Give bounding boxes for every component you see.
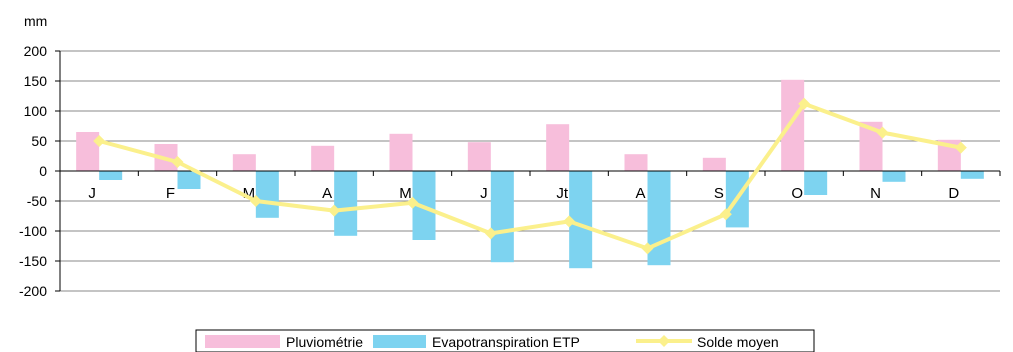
bar-pluviometrie <box>76 132 100 171</box>
point-solde-moyen <box>876 126 889 139</box>
bar-evapotranspiration <box>647 171 671 266</box>
y-tick-label: -200 <box>19 283 47 299</box>
y-tick-label: -100 <box>19 223 47 239</box>
x-tick-label: A <box>635 185 645 202</box>
legend-swatch-pluviometrie <box>205 335 280 348</box>
line-solde-moyen <box>98 101 962 251</box>
legend-swatch-evapotranspiration <box>373 335 426 348</box>
legend-label-evapotranspiration: Evapotranspiration ETP <box>432 334 580 350</box>
bar-pluviometrie <box>232 154 256 171</box>
y-tick-label: -50 <box>27 193 47 209</box>
bar-evapotranspiration <box>334 171 358 236</box>
point-solde-moyen <box>328 204 341 217</box>
legend-frame <box>195 329 815 352</box>
x-tick-label: S <box>714 185 724 202</box>
legend-marker-solde-moyen <box>658 335 670 347</box>
x-tick-label: O <box>791 185 803 202</box>
bar-pluviometrie <box>467 142 491 171</box>
point-solde-moyen <box>93 135 106 147</box>
bar-evapotranspiration <box>882 171 906 182</box>
y-tick-label: 200 <box>24 43 48 59</box>
bar-pluviometrie <box>859 121 883 171</box>
point-solde-moyen <box>484 227 497 240</box>
point-solde-moyen <box>719 208 732 221</box>
x-tick-label: J <box>480 185 488 202</box>
point-solde-moyen <box>171 156 184 168</box>
bar-evapotranspiration <box>960 171 984 179</box>
bar-evapotranspiration <box>99 171 123 180</box>
point-solde-moyen <box>249 195 262 207</box>
x-tick-labels: J F M A M J Jt A S O N D <box>88 185 959 202</box>
point-solde-moyen <box>406 196 419 209</box>
bar-evapotranspiration <box>569 171 593 269</box>
y-tick-label: 50 <box>31 133 47 149</box>
series-solde-moyen <box>93 97 967 255</box>
bar-pluviometrie <box>389 133 413 171</box>
x-tick-label: F <box>166 185 175 202</box>
y-tick-label: 150 <box>24 73 48 89</box>
point-solde-moyen <box>563 215 576 228</box>
bar-pluviometrie <box>624 154 648 171</box>
bar-pluviometrie <box>546 124 570 171</box>
bar-pluviometrie <box>702 157 726 171</box>
legend: Pluviométrie Evapotranspiration ETP Sold… <box>195 329 815 352</box>
x-tick-label: A <box>322 185 332 202</box>
y-tick-labels: 200 150 100 50 0 -50 -100 -150 -200 <box>19 43 47 299</box>
legend-label-pluviometrie: Pluviométrie <box>286 334 363 350</box>
zero-axis <box>59 170 1001 176</box>
x-tick-label: D <box>948 185 959 202</box>
bar-evapotranspiration <box>177 171 201 189</box>
bar-pluviometrie <box>781 79 805 171</box>
point-solde-moyen <box>954 141 967 154</box>
x-tick-label: J <box>88 185 96 202</box>
x-tick-label: M <box>399 185 412 202</box>
series-evapotranspiration <box>99 171 984 269</box>
y-tick-label: -150 <box>19 253 47 269</box>
y-tick-label: 0 <box>39 163 47 179</box>
series-pluviometrie <box>76 79 961 171</box>
y-tick-label: 100 <box>24 103 48 119</box>
legend-label-solde-moyen: Solde moyen <box>697 334 779 350</box>
y-axis-label: mm <box>24 13 47 29</box>
x-tick-label: Jt <box>556 185 569 202</box>
x-tick-label: N <box>870 185 881 202</box>
bar-pluviometrie <box>311 145 335 171</box>
bar-evapotranspiration <box>255 171 279 218</box>
bar-evapotranspiration <box>490 171 514 263</box>
point-solde-moyen <box>798 97 811 110</box>
point-solde-moyen <box>641 242 654 255</box>
bar-evapotranspiration <box>804 171 828 195</box>
